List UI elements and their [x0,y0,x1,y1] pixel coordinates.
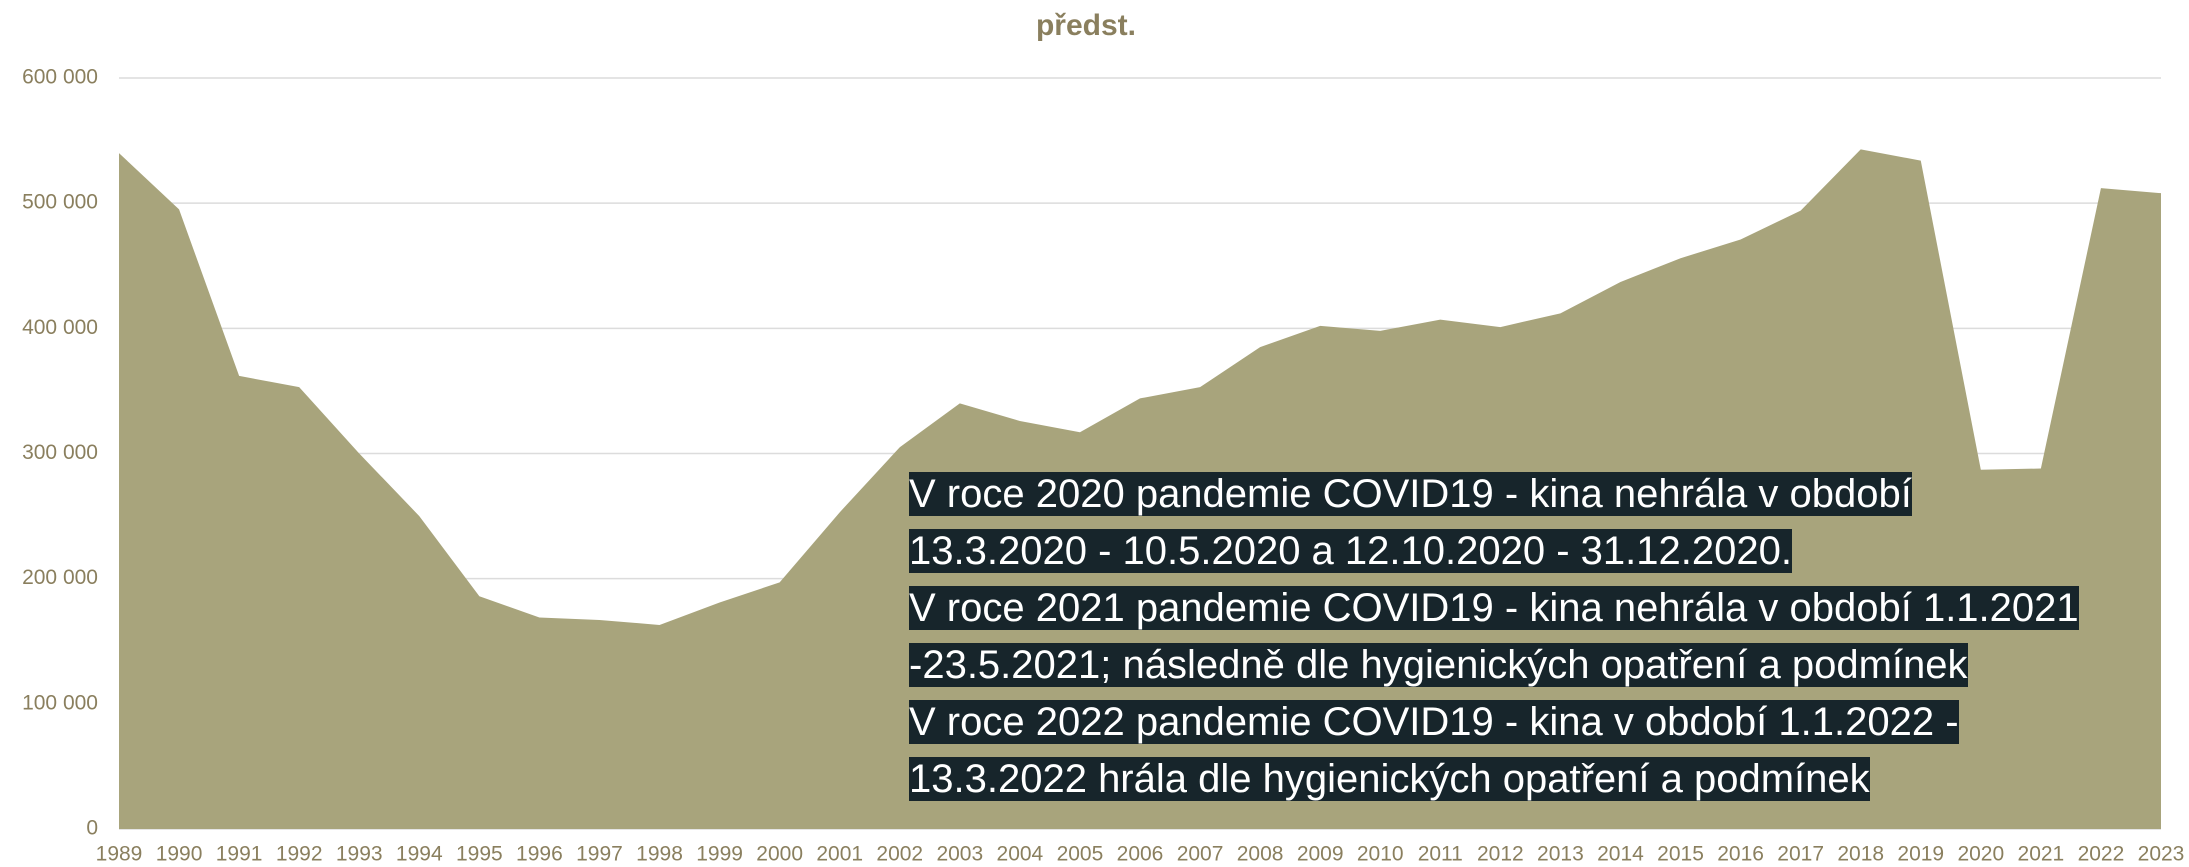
x-tick-label: 2019 [1897,843,1944,866]
x-tick-label: 2013 [1537,843,1584,866]
y-tick-label: 300 000 [22,441,98,464]
annotation-line: 13.3.2022 hrála dle hygienických opatřen… [909,751,2079,808]
x-tick-label: 2010 [1357,843,1404,866]
y-tick-label: 200 000 [22,566,98,589]
x-tick-label: 2012 [1477,843,1524,866]
y-tick-label: 500 000 [22,191,98,214]
y-tick-label: 600 000 [22,66,98,89]
x-tick-label: 1989 [96,843,143,866]
annotation-text: 13.3.2020 - 10.5.2020 a 12.10.2020 - 31.… [909,529,1792,573]
x-tick-label: 1990 [156,843,203,866]
annotation-text: V roce 2021 pandemie COVID19 - kina nehr… [909,586,2079,630]
annotation-text: V roce 2020 pandemie COVID19 - kina nehr… [909,472,1912,516]
annotation-text: 13.3.2022 hrála dle hygienických opatřen… [909,757,1870,801]
x-tick-label: 2006 [1117,843,1164,866]
x-tick-label: 1998 [636,843,683,866]
x-tick-label: 1992 [276,843,323,866]
y-tick-label: 400 000 [22,316,98,339]
x-tick-label: 1994 [396,843,443,866]
x-tick-label: 1997 [576,843,623,866]
annotation-text: V roce 2022 pandemie COVID19 - kina v ob… [909,700,1959,744]
x-tick-label: 2018 [1837,843,1884,866]
x-tick-label: 2015 [1657,843,1704,866]
x-tick-label: 2017 [1777,843,1824,866]
annotation-line: 13.3.2020 - 10.5.2020 a 12.10.2020 - 31.… [909,523,2079,580]
x-tick-label: 1996 [516,843,563,866]
y-tick-label: 0 [86,817,98,840]
x-tick-label: 1993 [336,843,383,866]
x-tick-label: 2021 [2018,843,2065,866]
x-tick-label: 2009 [1297,843,1344,866]
x-tick-label: 2005 [1057,843,1104,866]
annotation-line: V roce 2021 pandemie COVID19 - kina nehr… [909,580,2079,637]
x-tick-label: 2000 [756,843,803,866]
x-tick-label: 1995 [456,843,503,866]
x-tick-label: 2022 [2078,843,2125,866]
annotation-text: -23.5.2021; následně dle hygienických op… [909,643,1968,687]
x-tick-label: 2004 [997,843,1044,866]
x-tick-label: 1999 [696,843,743,866]
y-tick-label: 100 000 [22,691,98,714]
x-tick-label: 2011 [1418,843,1463,866]
annotation: V roce 2020 pandemie COVID19 - kina nehr… [909,466,2079,808]
x-tick-label: 2007 [1177,843,1224,866]
x-tick-label: 1991 [216,843,263,866]
annotation-line: -23.5.2021; následně dle hygienických op… [909,637,2079,694]
x-tick-label: 2016 [1717,843,1764,866]
chart-title: předst. [1036,9,1136,42]
x-tick-label: 2020 [1957,843,2004,866]
x-tick-label: 2003 [936,843,983,866]
x-tick-label: 2014 [1597,843,1644,866]
x-tick-label: 2002 [876,843,923,866]
x-tick-label: 2008 [1237,843,1284,866]
x-tick-label: 2001 [816,843,863,866]
annotation-line: V roce 2020 pandemie COVID19 - kina nehr… [909,466,2079,523]
x-tick-label: 2023 [2138,843,2185,866]
annotation-line: V roce 2022 pandemie COVID19 - kina v ob… [909,694,2079,751]
